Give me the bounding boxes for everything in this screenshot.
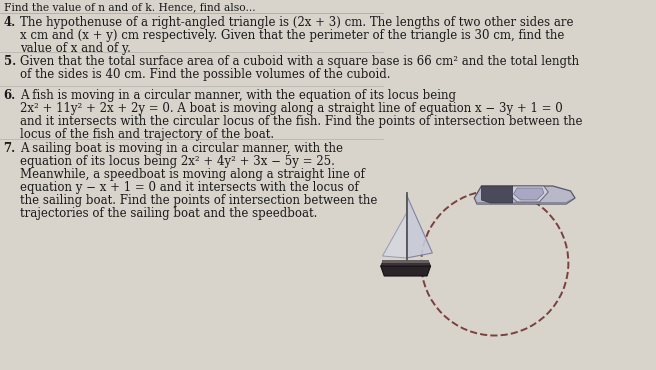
Text: equation of its locus being 2x² + 4y² + 3x − 5y = 25.: equation of its locus being 2x² + 4y² + … <box>20 155 335 168</box>
Text: Find the value of n and of k. Hence, find also...: Find the value of n and of k. Hence, fin… <box>3 2 255 12</box>
Text: The hypothenuse of a right-angled triangle is (2x + 3) cm. The lengths of two ot: The hypothenuse of a right-angled triang… <box>20 16 573 29</box>
Polygon shape <box>474 186 575 204</box>
Text: the sailing boat. Find the points of intersection between the: the sailing boat. Find the points of int… <box>20 194 377 207</box>
Text: 7.: 7. <box>3 142 16 155</box>
Text: value of x and of y.: value of x and of y. <box>20 42 131 55</box>
Polygon shape <box>407 195 432 258</box>
Polygon shape <box>474 198 573 204</box>
Text: and it intersects with the circular locus of the fish. Find the points of inters: and it intersects with the circular locu… <box>20 115 582 128</box>
Text: A sailing boat is moving in a circular manner, with the: A sailing boat is moving in a circular m… <box>20 142 342 155</box>
Text: Given that the total surface area of a cuboid with a square base is 66 cm² and t: Given that the total surface area of a c… <box>20 55 579 68</box>
Polygon shape <box>380 262 430 266</box>
Text: A fish is moving in a circular manner, with the equation of its locus being: A fish is moving in a circular manner, w… <box>20 89 456 102</box>
Text: x cm and (x + y) cm respectively. Given that the perimeter of the triangle is 30: x cm and (x + y) cm respectively. Given … <box>20 29 564 42</box>
Text: equation y − x + 1 = 0 and it intersects with the locus of: equation y − x + 1 = 0 and it intersects… <box>20 181 358 194</box>
Text: Meanwhile, a speedboat is moving along a straight line of: Meanwhile, a speedboat is moving along a… <box>20 168 365 181</box>
Text: 5.: 5. <box>3 55 16 68</box>
Polygon shape <box>508 186 548 202</box>
Text: 6.: 6. <box>3 89 16 102</box>
Polygon shape <box>382 260 429 263</box>
Text: locus of the fish and trajectory of the boat.: locus of the fish and trajectory of the … <box>20 128 274 141</box>
Polygon shape <box>482 186 512 203</box>
Polygon shape <box>380 266 430 276</box>
Text: of the sides is 40 cm. Find the possible volumes of the cuboid.: of the sides is 40 cm. Find the possible… <box>20 68 390 81</box>
Polygon shape <box>382 213 407 258</box>
Text: trajectories of the sailing boat and the speedboat.: trajectories of the sailing boat and the… <box>20 207 317 220</box>
Text: 2x² + 11y² + 2x + 2y = 0. A boat is moving along a straight line of equation x −: 2x² + 11y² + 2x + 2y = 0. A boat is movi… <box>20 102 562 115</box>
Text: 4.: 4. <box>3 16 16 29</box>
Polygon shape <box>514 188 544 200</box>
